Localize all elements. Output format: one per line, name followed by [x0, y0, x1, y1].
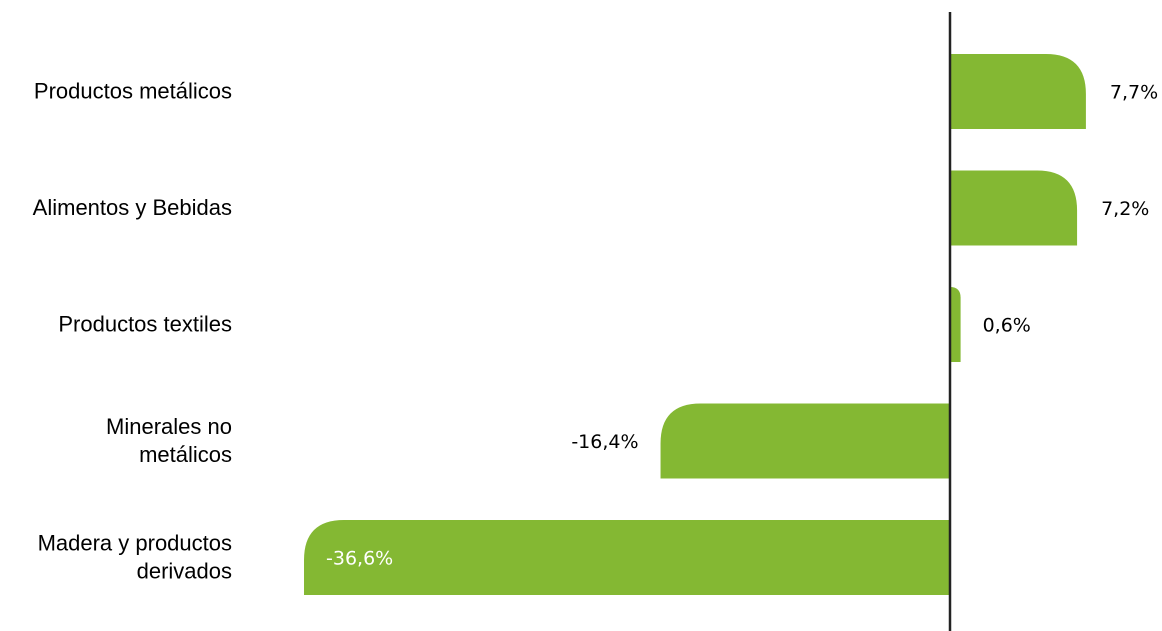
value-label: 7,7%: [1110, 82, 1158, 104]
value-label: -16,4%: [571, 431, 638, 453]
category-label: derivados: [137, 559, 232, 584]
category-label: metálicos: [139, 442, 232, 467]
bar: [950, 54, 1086, 129]
value-label: 0,6%: [983, 315, 1031, 337]
category-label: Productos metálicos: [34, 79, 232, 104]
bars-group: [304, 54, 1086, 595]
value-label: 7,2%: [1101, 198, 1149, 220]
category-labels: Productos metálicos Alimentos y Bebidas Pr…: [33, 79, 232, 584]
value-labels: 7,7% 7,2% 0,6% -16,4% -36,6%: [326, 82, 1158, 570]
bar: [304, 520, 950, 595]
bar: [660, 403, 950, 479]
bar: [950, 170, 1078, 246]
category-label: Productos textiles: [58, 312, 232, 337]
category-label: Minerales no: [106, 414, 232, 439]
category-label: Alimentos y Bebidas: [33, 195, 232, 220]
bar: [950, 287, 961, 362]
value-label: -36,6%: [326, 548, 393, 570]
category-label: Madera y productos: [38, 531, 232, 556]
